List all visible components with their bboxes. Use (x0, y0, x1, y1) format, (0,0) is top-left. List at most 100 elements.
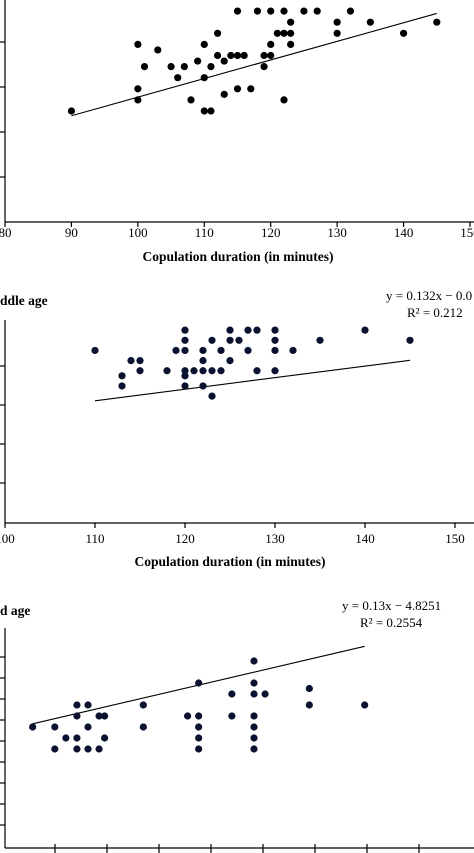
data-point (287, 18, 295, 26)
data-point (194, 57, 202, 65)
data-point (233, 7, 242, 15)
data-point (289, 346, 297, 355)
data-point (208, 336, 216, 344)
data-point (199, 382, 207, 390)
data-point (250, 712, 258, 720)
data-point (228, 712, 236, 720)
data-point (167, 63, 175, 71)
data-point (139, 701, 147, 709)
data-point (217, 367, 225, 375)
panel-old-age: d age y = 0.13x − 4.8251 R² = 0.2554 (0, 598, 474, 853)
r-squared-label: R² = 0.2554 (360, 615, 423, 630)
data-point (273, 29, 281, 37)
data-point (181, 336, 189, 344)
data-point (250, 657, 258, 665)
data-point (250, 690, 258, 698)
x-tick-label: 130 (265, 531, 285, 546)
data-point (180, 63, 188, 71)
data-point (250, 723, 258, 731)
regression-equation: y = 0.13x − 4.8251 (342, 598, 441, 613)
data-point (51, 745, 59, 753)
data-point (62, 734, 70, 742)
x-axis-title: Copulation duration (in minutes) (135, 554, 326, 569)
x-tick-label: 80 (0, 225, 12, 240)
data-point (253, 326, 261, 334)
data-point (250, 679, 258, 687)
data-point (181, 382, 189, 390)
regression-equation: y = 0.132x − 0.0 (386, 288, 472, 303)
data-point (199, 357, 207, 365)
data-point (226, 326, 234, 334)
data-point (163, 367, 171, 375)
data-point (101, 712, 109, 720)
trendline (94, 359, 411, 402)
data-point (127, 357, 135, 365)
data-point (134, 40, 142, 49)
data-point (73, 712, 81, 720)
data-point (280, 7, 288, 15)
data-point (235, 336, 243, 344)
data-point (361, 326, 369, 334)
data-point (200, 74, 208, 82)
data-point (73, 734, 81, 742)
data-point (280, 96, 288, 104)
data-point (280, 29, 288, 37)
data-point (118, 382, 126, 390)
data-point (271, 367, 279, 375)
data-point (250, 745, 258, 753)
data-point (227, 51, 235, 60)
data-point (84, 701, 92, 709)
data-point (361, 701, 369, 709)
data-point (134, 96, 142, 104)
x-tick-label: 150 (445, 531, 465, 546)
data-point (136, 367, 144, 375)
data-point (172, 346, 180, 355)
data-point (305, 701, 313, 709)
x-tick-label: 100 (128, 225, 148, 240)
x-tick-label: 110 (195, 225, 214, 240)
data-point (190, 367, 198, 375)
data-point (84, 745, 92, 753)
data-point (300, 7, 308, 15)
data-point (253, 367, 261, 375)
data-point (95, 712, 103, 720)
data-point (73, 745, 81, 753)
data-point (101, 734, 109, 742)
data-point (287, 29, 295, 37)
x-tick-label: 120 (261, 225, 281, 240)
data-point (73, 701, 81, 709)
data-point (195, 712, 203, 720)
data-point (67, 107, 76, 115)
data-point (233, 51, 242, 60)
data-point (136, 357, 144, 365)
data-point (184, 712, 192, 720)
data-point (139, 723, 147, 731)
data-point (84, 723, 92, 731)
x-tick-label: 140 (355, 531, 375, 546)
data-point (316, 336, 324, 344)
data-point (187, 96, 195, 104)
data-point (51, 723, 59, 731)
r-squared-label: R² = 0.212 (407, 305, 463, 320)
panel-title: d age (0, 603, 30, 618)
x-tick-label: 100 (0, 531, 15, 546)
x-tick-label: 140 (394, 225, 414, 240)
x-tick-label: 110 (85, 531, 104, 546)
data-point (406, 336, 414, 344)
data-point (271, 336, 279, 344)
data-point (181, 372, 189, 380)
data-point (346, 7, 355, 15)
data-point (260, 63, 268, 71)
data-point (195, 723, 203, 731)
data-point (250, 734, 258, 742)
trendline (71, 12, 437, 117)
panel-young: Copulation duration (in minutes) 80 90 100… (0, 0, 474, 264)
data-point (213, 51, 222, 60)
data-point (208, 392, 216, 400)
data-point (240, 51, 248, 60)
x-axis-title: Copulation duration (in minutes) (143, 249, 334, 264)
panel-middle-age: ddle age y = 0.132x − 0.0 R² = 0.212 Cop… (0, 288, 474, 569)
data-point (154, 46, 162, 54)
data-point (118, 372, 126, 380)
